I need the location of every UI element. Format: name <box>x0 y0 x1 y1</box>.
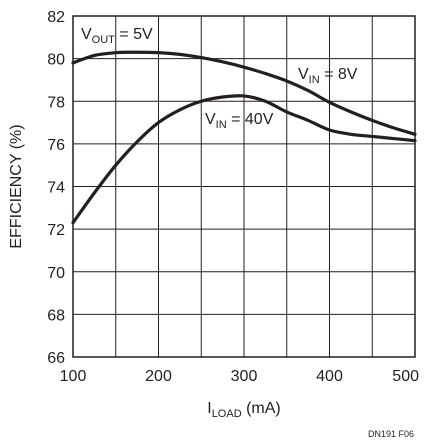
y-tick-label: 80 <box>47 52 65 69</box>
x-axis-label-main: I <box>207 400 211 417</box>
figure-id: DN191 F06 <box>368 429 414 439</box>
x-tick-label: 100 <box>60 368 87 385</box>
vout-annotation-subscript: OUT <box>92 34 116 46</box>
x-axis-label-unit: (mA) <box>242 400 281 417</box>
y-tick-label: 72 <box>47 222 65 239</box>
series-line-vin-40v <box>71 94 417 225</box>
grid-lines <box>73 16 415 357</box>
x-tick-label: 400 <box>316 368 343 385</box>
tick-labels: 66 68 70 72 74 76 78 80 82 100 200 300 400 500 <box>47 9 419 385</box>
series-label-vin-40v-subscript: IN <box>216 119 227 131</box>
y-tick-label: 74 <box>47 180 65 197</box>
series-label-vin-40v-main: V <box>205 111 216 128</box>
data-series <box>71 50 417 225</box>
series-label-vin-8v: VIN = 8V <box>298 66 358 86</box>
series-label-vin-40v: VIN = 40V <box>205 111 274 131</box>
series-label-vin-8v-value: = 8V <box>320 66 358 83</box>
series-label-vin-8v-subscript: IN <box>309 74 320 86</box>
x-tick-label: 200 <box>145 368 172 385</box>
x-axis-label-subscript: LOAD <box>212 408 242 420</box>
y-tick-label: 68 <box>47 307 65 324</box>
vout-annotation-main: V <box>81 26 92 43</box>
y-tick-label: 76 <box>47 137 65 154</box>
x-axis-label: ILOAD (mA) <box>207 400 281 420</box>
x-tick-label: 300 <box>231 368 258 385</box>
x-tick-label: 500 <box>392 368 419 385</box>
series-label-vin-40v-value: = 40V <box>227 111 274 128</box>
y-tick-label: 66 <box>47 350 65 367</box>
y-tick-label: 82 <box>47 9 65 26</box>
vout-annotation-value: = 5V <box>115 26 153 43</box>
series-label-vin-8v-main: V <box>298 66 309 83</box>
y-tick-label: 70 <box>47 265 65 282</box>
vout-annotation: VOUT = 5V <box>81 26 153 46</box>
series-line-vin-8v <box>71 50 417 136</box>
plot-frame <box>72 15 416 358</box>
y-tick-label: 78 <box>47 94 65 111</box>
y-axis-label: EFFICIENCY (%) <box>8 124 25 248</box>
